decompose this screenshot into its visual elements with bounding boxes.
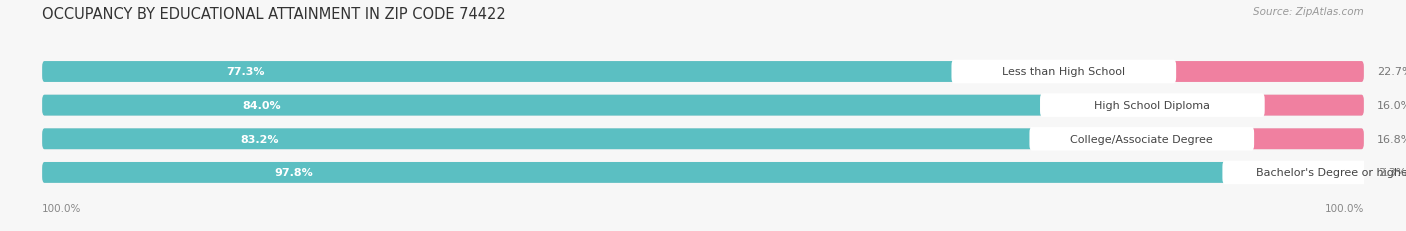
Text: 16.8%: 16.8% [1376, 134, 1406, 144]
FancyBboxPatch shape [42, 95, 1364, 116]
Text: 83.2%: 83.2% [240, 134, 278, 144]
FancyBboxPatch shape [1153, 95, 1364, 116]
FancyBboxPatch shape [1334, 162, 1365, 183]
Text: 77.3%: 77.3% [226, 67, 264, 77]
FancyBboxPatch shape [42, 129, 1142, 149]
FancyBboxPatch shape [1222, 161, 1406, 184]
FancyBboxPatch shape [42, 62, 1064, 82]
FancyBboxPatch shape [42, 95, 1153, 116]
FancyBboxPatch shape [1029, 128, 1254, 151]
Text: Bachelor's Degree or higher: Bachelor's Degree or higher [1257, 168, 1406, 178]
Text: Less than High School: Less than High School [1002, 67, 1125, 77]
Text: 100.0%: 100.0% [42, 203, 82, 213]
Text: 16.0%: 16.0% [1376, 101, 1406, 111]
Text: OCCUPANCY BY EDUCATIONAL ATTAINMENT IN ZIP CODE 74422: OCCUPANCY BY EDUCATIONAL ATTAINMENT IN Z… [42, 7, 506, 22]
Text: College/Associate Degree: College/Associate Degree [1070, 134, 1213, 144]
Text: 2.3%: 2.3% [1378, 168, 1406, 178]
FancyBboxPatch shape [1142, 129, 1364, 149]
Text: 22.7%: 22.7% [1376, 67, 1406, 77]
Text: 97.8%: 97.8% [274, 168, 314, 178]
FancyBboxPatch shape [42, 162, 1334, 183]
Text: High School Diploma: High School Diploma [1094, 101, 1211, 111]
Text: Source: ZipAtlas.com: Source: ZipAtlas.com [1253, 7, 1364, 17]
Text: 100.0%: 100.0% [1324, 203, 1364, 213]
FancyBboxPatch shape [42, 162, 1364, 183]
FancyBboxPatch shape [42, 129, 1364, 149]
FancyBboxPatch shape [1040, 94, 1265, 117]
FancyBboxPatch shape [952, 61, 1177, 84]
FancyBboxPatch shape [1064, 62, 1364, 82]
FancyBboxPatch shape [42, 62, 1364, 82]
Text: 84.0%: 84.0% [242, 101, 281, 111]
